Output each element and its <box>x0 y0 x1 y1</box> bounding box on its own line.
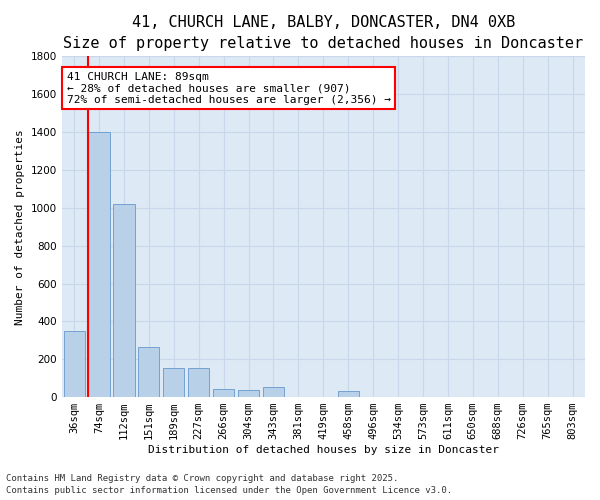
Bar <box>263 386 284 397</box>
Text: Contains HM Land Registry data © Crown copyright and database right 2025.
Contai: Contains HM Land Registry data © Crown c… <box>6 474 452 495</box>
Bar <box>238 390 259 397</box>
Bar <box>213 388 234 397</box>
Bar <box>163 368 184 397</box>
Y-axis label: Number of detached properties: Number of detached properties <box>15 129 25 324</box>
Bar <box>88 132 110 397</box>
Bar <box>188 368 209 397</box>
X-axis label: Distribution of detached houses by size in Doncaster: Distribution of detached houses by size … <box>148 445 499 455</box>
Text: 41 CHURCH LANE: 89sqm
← 28% of detached houses are smaller (907)
72% of semi-det: 41 CHURCH LANE: 89sqm ← 28% of detached … <box>67 72 391 105</box>
Title: 41, CHURCH LANE, BALBY, DONCASTER, DN4 0XB
Size of property relative to detached: 41, CHURCH LANE, BALBY, DONCASTER, DN4 0… <box>63 15 583 51</box>
Bar <box>138 347 160 397</box>
Bar <box>64 331 85 397</box>
Bar <box>113 204 134 397</box>
Bar <box>338 392 359 397</box>
